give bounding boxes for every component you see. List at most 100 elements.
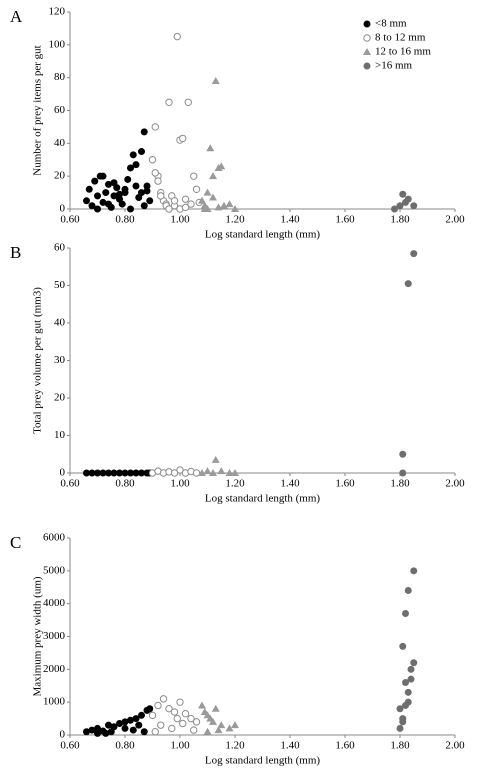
point	[151, 728, 159, 736]
point	[140, 128, 148, 136]
point	[231, 721, 239, 729]
point	[165, 205, 173, 213]
point	[159, 695, 168, 703]
point	[118, 200, 126, 208]
y-tick-label: 1000	[43, 696, 66, 708]
point	[170, 469, 179, 477]
x-tick-label: 1.00	[170, 478, 190, 490]
point	[85, 185, 93, 193]
point	[184, 98, 192, 106]
y-tick-label: 0	[60, 467, 66, 479]
point	[165, 705, 173, 713]
point	[217, 721, 226, 729]
point	[200, 201, 209, 209]
point	[94, 724, 101, 732]
panel-label: A	[10, 7, 23, 26]
point	[404, 587, 412, 595]
point	[143, 187, 151, 195]
point	[99, 469, 107, 477]
point	[127, 716, 134, 724]
x-tick-label: 1.00	[170, 214, 190, 226]
point	[173, 32, 181, 41]
point	[407, 665, 415, 673]
point	[94, 205, 101, 213]
point	[148, 711, 157, 719]
point	[181, 195, 190, 203]
point	[173, 714, 181, 723]
point	[94, 729, 101, 737]
point	[165, 98, 173, 106]
point	[140, 202, 148, 210]
point	[209, 193, 217, 201]
y-tick-label: 80	[54, 71, 66, 83]
point	[192, 718, 201, 726]
y-tick-label: 3000	[43, 630, 66, 642]
x-tick-label: 1.80	[390, 214, 410, 226]
legend-marker	[363, 48, 371, 55]
y-tick-label: 30	[54, 354, 66, 366]
point	[192, 185, 201, 194]
point	[410, 202, 418, 210]
legend-marker	[363, 62, 371, 70]
point	[146, 705, 154, 713]
y-tick-label: 60	[54, 104, 66, 116]
x-tick-label: 1.20	[225, 740, 245, 752]
point	[116, 469, 123, 477]
point	[391, 205, 398, 213]
legend-label: <8 mm	[375, 18, 407, 30]
panel-label: C	[10, 533, 21, 552]
point	[176, 698, 184, 706]
point	[116, 720, 123, 728]
point	[211, 76, 220, 84]
point	[190, 172, 198, 180]
point	[121, 718, 129, 726]
x-tick-label: 1.00	[170, 740, 190, 752]
y-tick-label: 2000	[43, 663, 66, 675]
y-axis-title: Number of prey items per gut	[32, 45, 44, 175]
point	[110, 192, 118, 200]
point	[187, 200, 195, 208]
point	[121, 185, 129, 193]
x-tick-label: 0.60	[60, 740, 80, 752]
point	[88, 726, 96, 734]
point	[211, 704, 220, 712]
point	[410, 567, 418, 575]
point	[140, 728, 148, 736]
point	[107, 728, 115, 736]
y-tick-label: 6000	[43, 532, 66, 544]
point	[124, 175, 132, 183]
legend-label: 8 to 12 mm	[375, 32, 426, 44]
point	[399, 469, 407, 477]
x-tick-label: 1.60	[335, 740, 355, 752]
point	[94, 469, 101, 477]
point	[151, 169, 159, 177]
point	[91, 177, 99, 185]
point	[138, 469, 145, 477]
point	[181, 709, 190, 718]
point	[157, 192, 165, 200]
x-tick-label: 0.80	[115, 214, 135, 226]
y-tick-label: 20	[54, 170, 66, 182]
point	[404, 280, 412, 288]
point	[154, 177, 162, 185]
point	[209, 172, 217, 180]
point	[176, 466, 184, 474]
point	[225, 200, 234, 208]
point	[404, 688, 412, 696]
point	[214, 726, 223, 734]
point	[102, 729, 110, 737]
point	[83, 728, 90, 736]
x-axis-title: Log standard length (mm)	[205, 755, 321, 767]
point	[127, 164, 134, 172]
point	[88, 469, 96, 477]
point	[187, 714, 195, 723]
y-tick-label: 4000	[43, 597, 66, 609]
point	[132, 715, 140, 723]
x-tick-label: 1.20	[225, 478, 245, 490]
y-tick-label: 60	[54, 242, 66, 254]
legend-marker	[363, 20, 371, 28]
point	[135, 721, 143, 729]
point	[402, 610, 409, 618]
point	[203, 467, 212, 475]
